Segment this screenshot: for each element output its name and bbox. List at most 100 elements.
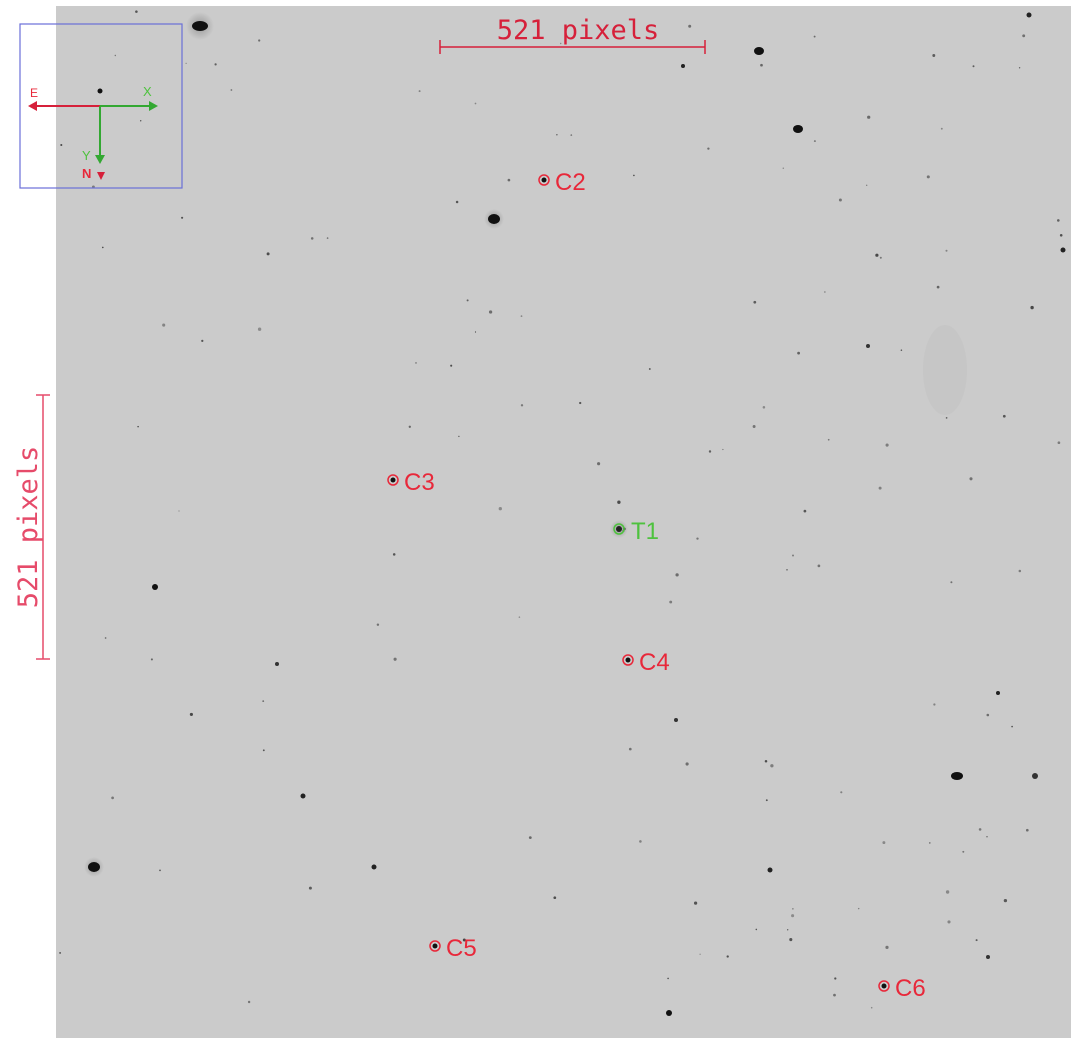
- faint-star: [1057, 441, 1061, 445]
- faint-star: [962, 850, 965, 853]
- east-label: E: [30, 86, 38, 100]
- faint-star: [667, 977, 669, 980]
- comp-star-c6[interactable]: C6: [878, 975, 926, 1002]
- faint-star: [262, 700, 265, 702]
- comp-star-c3[interactable]: C3: [387, 469, 435, 496]
- compass-frame: [19, 23, 183, 189]
- faint-star: [247, 1000, 251, 1004]
- faint-star: [797, 351, 800, 355]
- faint-star: [885, 945, 889, 950]
- faint-star: [450, 364, 453, 367]
- faint-star: [752, 425, 756, 428]
- y-label: Y: [82, 148, 91, 163]
- bright-star: [152, 584, 158, 590]
- faint-star: [466, 299, 469, 302]
- faint-star: [455, 200, 459, 204]
- faint-star: [945, 417, 948, 419]
- bright-star: [866, 344, 870, 348]
- faint-star: [792, 908, 794, 910]
- bright-stars: [84, 12, 1066, 1016]
- bright-star: [1060, 247, 1066, 253]
- x-label: X: [143, 84, 152, 99]
- faint-star: [648, 368, 651, 370]
- comp-star-c5[interactable]: C5: [429, 935, 477, 962]
- faint-star: [675, 573, 679, 577]
- faint-star: [518, 616, 521, 618]
- faint-star: [838, 198, 842, 202]
- faint-star: [408, 425, 411, 428]
- faint-star: [764, 760, 768, 763]
- comp-star-c2[interactable]: C2: [538, 169, 586, 196]
- faint-star: [159, 869, 161, 872]
- faint-star: [310, 237, 314, 240]
- faint-star: [597, 462, 601, 466]
- faint-star: [840, 791, 843, 794]
- faint-star: [178, 510, 180, 512]
- comp-star-label: C3: [404, 469, 435, 496]
- sky-background: [56, 6, 1071, 1038]
- target-star-t1[interactable]: T1: [610, 518, 659, 545]
- faint-star: [418, 90, 421, 93]
- bright-star: [488, 214, 500, 224]
- bright-star: [996, 691, 1000, 695]
- faint-star: [936, 285, 940, 289]
- faint-star: [760, 63, 763, 67]
- faint-star: [986, 836, 988, 838]
- faint-star: [940, 127, 943, 130]
- faint-star: [528, 836, 532, 839]
- faint-star: [474, 102, 477, 105]
- faint-star: [257, 327, 262, 331]
- bright-star: [986, 955, 990, 959]
- faint-star: [978, 828, 982, 831]
- bright-star: [300, 793, 306, 799]
- bright-star: [371, 864, 377, 870]
- comp-star-c4[interactable]: C4: [622, 649, 670, 676]
- faint-star: [696, 537, 699, 540]
- target-star-label: T1: [631, 518, 659, 545]
- east-arrow-icon: [28, 101, 37, 111]
- faint-star: [765, 799, 768, 802]
- faint-star: [792, 554, 794, 557]
- faint-star: [755, 928, 758, 931]
- north-arrow-icon: [97, 172, 105, 180]
- faint-star: [875, 253, 879, 257]
- scale-bar-vertical-label: 521 pixels: [13, 446, 44, 609]
- faint-star: [787, 929, 789, 931]
- faint-star: [498, 507, 502, 511]
- faint-star: [1030, 305, 1034, 310]
- faint-star: [140, 120, 142, 122]
- faint-star: [926, 175, 930, 179]
- scale-bar-horizontal-label: 521 pixels: [497, 15, 660, 46]
- faint-star: [1018, 67, 1021, 69]
- faint-star: [708, 450, 712, 453]
- faint-star: [393, 657, 397, 661]
- faint-star: [617, 500, 621, 504]
- faint-star: [258, 39, 261, 42]
- faint-star: [786, 568, 788, 571]
- bright-star: [951, 772, 963, 780]
- faint-star: [824, 291, 826, 293]
- compass-overlay: E X Y N: [19, 23, 183, 189]
- faint-star: [185, 62, 187, 64]
- bright-star: [1032, 773, 1038, 779]
- faint-star: [866, 184, 868, 186]
- faint-star: [945, 249, 948, 252]
- faint-star: [669, 600, 673, 604]
- faint-star: [699, 953, 701, 955]
- faint-star: [507, 178, 511, 182]
- scale-bar-horizontal: 521 pixels: [439, 15, 706, 54]
- faint-star: [520, 404, 524, 407]
- faint-star: [639, 840, 642, 843]
- faint-star: [900, 349, 903, 351]
- faint-star: [1056, 219, 1060, 222]
- faint-star: [266, 252, 270, 256]
- faint-star: [972, 65, 975, 68]
- faint-star: [488, 310, 493, 314]
- faint-star: [570, 134, 573, 136]
- faint-star: [693, 901, 698, 905]
- faint-star: [1025, 828, 1029, 832]
- faint-star: [135, 10, 138, 13]
- faint-star: [553, 896, 557, 900]
- faint-star: [1011, 725, 1013, 728]
- faint-star: [753, 300, 757, 304]
